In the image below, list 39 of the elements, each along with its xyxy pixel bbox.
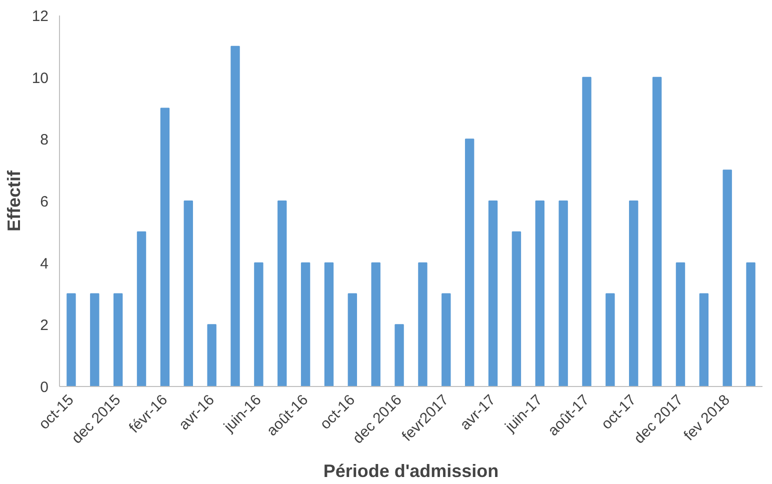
bar: [442, 293, 451, 386]
y-tick-label: 6: [40, 194, 48, 210]
y-axis-title: Effectif: [4, 169, 24, 232]
bar: [230, 46, 240, 386]
bar: [488, 200, 498, 386]
bar: [676, 262, 686, 386]
bar: [746, 262, 756, 386]
bar: [418, 262, 428, 386]
bar: [464, 138, 474, 386]
y-tick-label: 8: [40, 132, 48, 149]
bar: [558, 200, 568, 386]
bar: [160, 108, 170, 386]
bar: [394, 324, 404, 386]
bar: [512, 231, 522, 386]
bar: [324, 262, 334, 386]
x-axis-title: Période d'admission: [323, 461, 499, 482]
y-tick-label: 10: [32, 70, 49, 87]
bar: [207, 324, 216, 386]
bar: [300, 262, 310, 386]
bar: [652, 76, 662, 386]
bar: [348, 293, 358, 386]
bar: [278, 200, 287, 386]
bar: [722, 170, 732, 386]
bar: [629, 200, 638, 386]
bar: [113, 293, 123, 386]
bar: [582, 76, 592, 386]
bar: [535, 200, 544, 386]
bar: [699, 293, 709, 386]
y-tick-label: 0: [40, 379, 48, 396]
y-tick-label: 4: [40, 255, 48, 272]
y-tick-label: 2: [40, 317, 48, 334]
bar: [184, 200, 193, 386]
bar: [66, 293, 76, 386]
bar: [606, 293, 615, 386]
bar: [136, 231, 146, 386]
bar: [90, 293, 100, 386]
bar: [371, 262, 380, 386]
y-tick-label: 12: [32, 8, 49, 25]
bar: [254, 262, 264, 386]
